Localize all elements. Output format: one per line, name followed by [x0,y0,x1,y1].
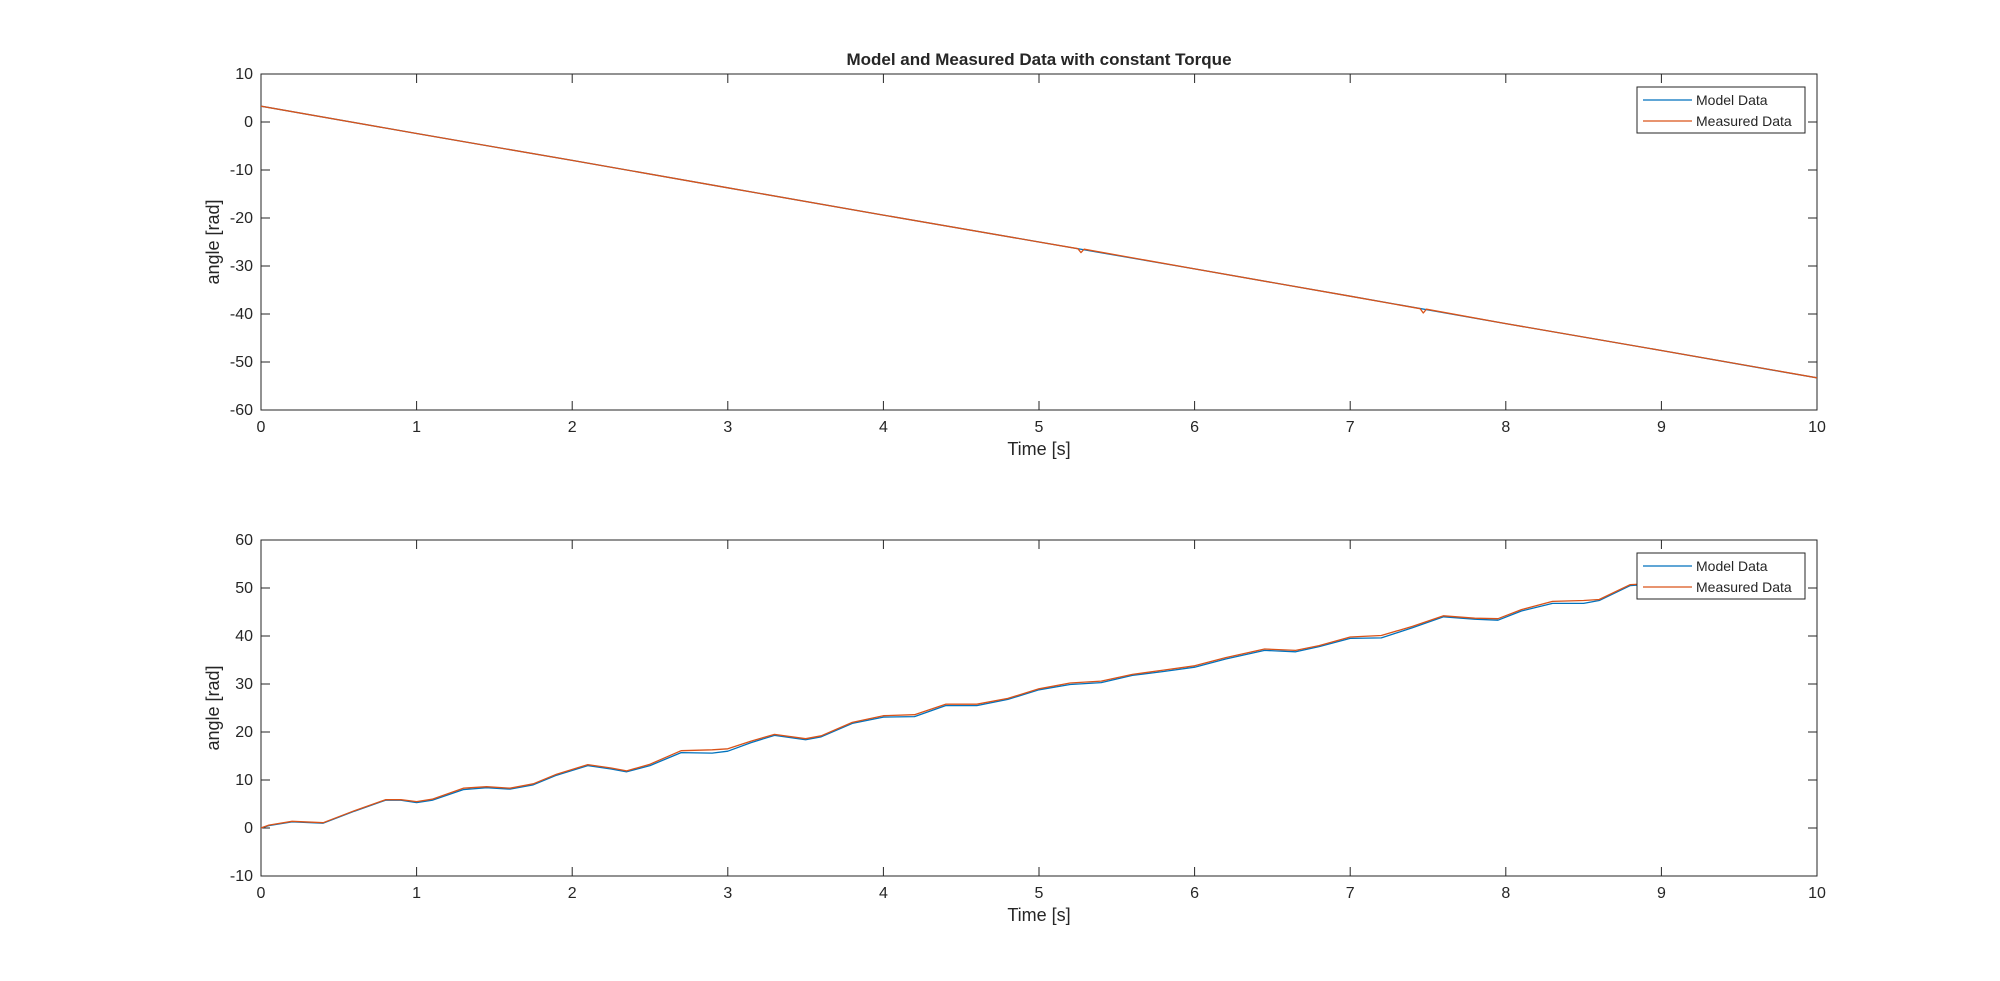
x-tick-label: 7 [1346,419,1355,436]
x-tick-label: 7 [1346,885,1355,902]
y-axis-label: angle [rad] [203,665,223,750]
y-tick-label: 0 [244,114,253,131]
series-line-model [261,582,1662,829]
y-tick-label: 10 [235,66,253,83]
chart-title: Model and Measured Data with constant To… [846,50,1231,69]
top-axes: 0 1 2 3 4 5 6 7 8 9 10 -60 -50 -40 -30 -20 -10 0 10 Time [s… [203,50,1826,459]
y-tick-label: 20 [235,724,253,741]
legend-box [1636,552,1806,600]
x-tick-label: 0 [257,885,266,902]
x-tick-label: 2 [568,419,577,436]
legend-label-model: Model Data [1696,92,1768,108]
x-axis-label: Time [s] [1007,905,1070,925]
series-line-measured [261,105,1817,379]
x-tick-label: 5 [1035,419,1044,436]
y-tick-label: 0 [244,820,253,837]
series-line-measured [261,582,1662,829]
x-tick-label: 3 [723,885,732,902]
y-tick-label: -30 [230,258,253,275]
x-tick-label: 2 [568,885,577,902]
legend-label-model: Model Data [1696,558,1768,574]
x-tick-label: 8 [1501,419,1510,436]
legend: Model Data Measured Data [1636,86,1806,134]
x-axis-label: Time [s] [1007,439,1070,459]
y-tick-label: 10 [235,772,253,789]
y-tick-label: 50 [235,580,253,597]
x-tick-label: 8 [1501,885,1510,902]
x-tick-label: 6 [1190,419,1199,436]
y-tick-label: 30 [235,676,253,693]
x-tick-label: 10 [1808,419,1826,436]
legend-box [1636,86,1806,134]
y-tick-label: -40 [230,306,253,323]
y-tick-label: -20 [230,210,253,227]
x-tick-label: 9 [1657,885,1666,902]
x-tick-label: 3 [723,419,732,436]
y-tick-label: 40 [235,628,253,645]
legend-label-measured: Measured Data [1696,579,1792,595]
x-tick-label: 0 [257,419,266,436]
x-tick-label: 1 [412,419,421,436]
x-tick-label: 4 [879,885,888,902]
legend-label-measured: Measured Data [1696,113,1792,129]
x-tick-label: 9 [1657,419,1666,436]
legend: Model Data Measured Data [1636,552,1806,600]
y-tick-label: -10 [230,868,253,885]
x-tick-label: 5 [1035,885,1044,902]
plot-area [260,539,1818,877]
x-tick-label: 10 [1808,885,1826,902]
y-tick-label: -60 [230,402,253,419]
y-tick-label: 60 [235,532,253,549]
x-tick-label: 1 [412,885,421,902]
x-tick-label: 6 [1190,885,1199,902]
x-tick-label: 4 [879,419,888,436]
y-axis-label: angle [rad] [203,199,223,284]
y-tick-label: -50 [230,354,253,371]
y-tick-label: -10 [230,162,253,179]
